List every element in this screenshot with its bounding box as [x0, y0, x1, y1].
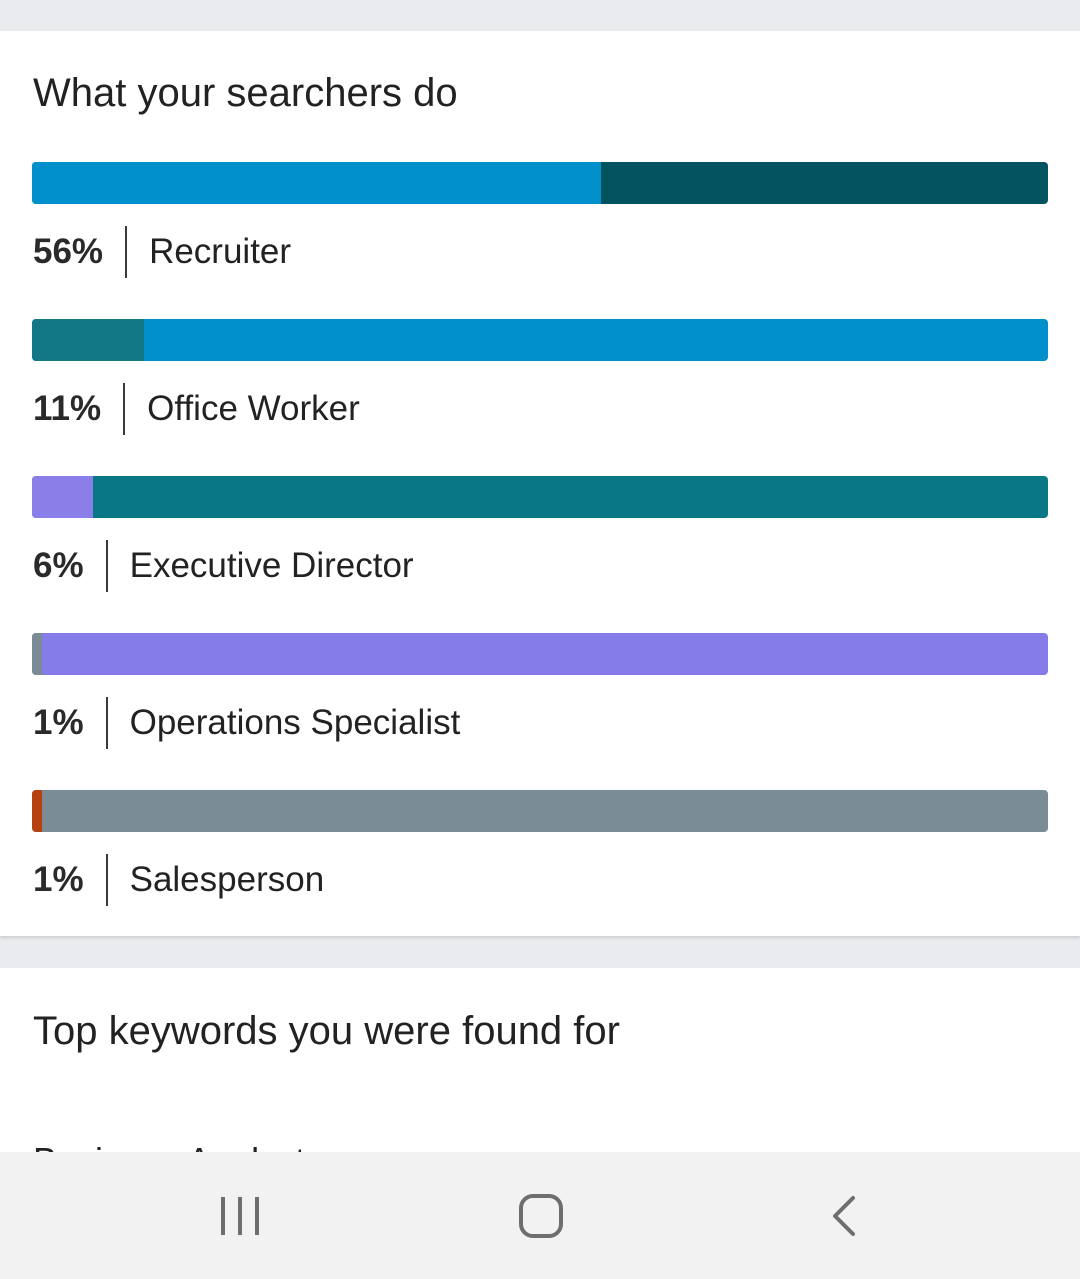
home-icon [519, 1193, 563, 1238]
searcher-bar [32, 319, 1048, 361]
searcher-bar-label: 1% Salesperson [33, 854, 324, 906]
label-divider [105, 697, 108, 749]
label-divider [123, 383, 126, 435]
label-divider [105, 854, 108, 906]
system-navigation-bar [0, 1152, 1080, 1279]
keywords-title: Top keywords you were found for [33, 1009, 620, 1053]
searcher-bar [32, 476, 1048, 518]
keywords-card: Top keywords you were found for Business… [0, 968, 1080, 1158]
searcher-bar-fill [32, 319, 144, 361]
back-button[interactable] [785, 1152, 905, 1279]
searcher-bar-fill [32, 162, 601, 204]
searcher-bar-fill [32, 476, 93, 518]
searcher-role: Executive Director [129, 546, 414, 585]
recent-apps-button[interactable] [180, 1152, 300, 1279]
searcher-percentage: 6% [33, 546, 84, 585]
searcher-percentage: 1% [33, 703, 84, 742]
label-divider [105, 540, 108, 592]
searcher-percentage: 56% [33, 232, 104, 271]
recent-apps-icon [221, 1196, 259, 1235]
searcher-percentage: 11% [33, 389, 102, 428]
searcher-bar-fill [32, 790, 42, 832]
searcher-role: Operations Specialist [129, 703, 461, 742]
searcher-bar [32, 633, 1048, 675]
searcher-bar-fill [32, 633, 42, 675]
home-button[interactable] [482, 1152, 602, 1279]
searcher-bar [32, 162, 1048, 204]
searcher-bar-label: 6% Executive Director [33, 540, 414, 592]
searchers-title: What your searchers do [33, 71, 458, 115]
searcher-bar [32, 790, 1048, 832]
searcher-bar-label: 1% Operations Specialist [33, 697, 460, 749]
searcher-role: Recruiter [149, 232, 292, 271]
searcher-role: Office Worker [147, 389, 360, 428]
searcher-percentage: 1% [33, 860, 84, 899]
searcher-bar-label: 56% Recruiter [33, 226, 291, 278]
searcher-bar-label: 11% Office Worker [33, 383, 360, 435]
searcher-role: Salesperson [129, 860, 325, 899]
searchers-card: What your searchers do 56% Recruiter 11% Of… [0, 31, 1080, 936]
back-icon [833, 1195, 855, 1236]
label-divider [125, 226, 128, 278]
